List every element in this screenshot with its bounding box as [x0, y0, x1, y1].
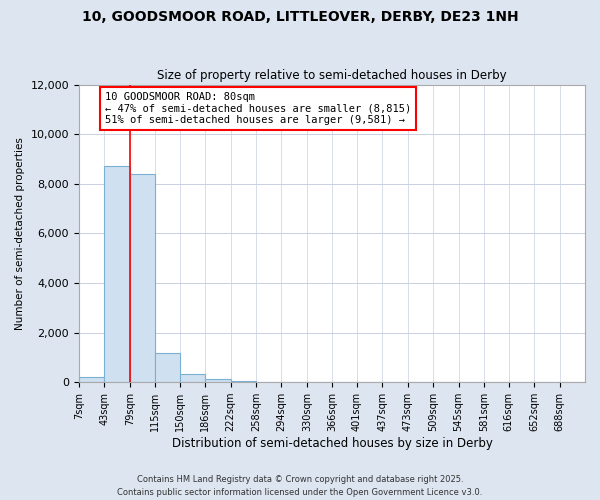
- Title: Size of property relative to semi-detached houses in Derby: Size of property relative to semi-detach…: [157, 69, 507, 82]
- X-axis label: Distribution of semi-detached houses by size in Derby: Distribution of semi-detached houses by …: [172, 437, 493, 450]
- Bar: [205, 379, 230, 382]
- Y-axis label: Number of semi-detached properties: Number of semi-detached properties: [15, 137, 25, 330]
- Bar: [79, 378, 104, 382]
- Text: 10 GOODSMOOR ROAD: 80sqm
← 47% of semi-detached houses are smaller (8,815)
51% o: 10 GOODSMOOR ROAD: 80sqm ← 47% of semi-d…: [105, 92, 411, 125]
- Bar: [104, 166, 130, 382]
- Bar: [130, 174, 155, 382]
- Bar: [155, 353, 180, 382]
- Text: Contains HM Land Registry data © Crown copyright and database right 2025.
Contai: Contains HM Land Registry data © Crown c…: [118, 476, 482, 497]
- Text: 10, GOODSMOOR ROAD, LITTLEOVER, DERBY, DE23 1NH: 10, GOODSMOOR ROAD, LITTLEOVER, DERBY, D…: [82, 10, 518, 24]
- Bar: [230, 380, 256, 382]
- Bar: [180, 374, 205, 382]
